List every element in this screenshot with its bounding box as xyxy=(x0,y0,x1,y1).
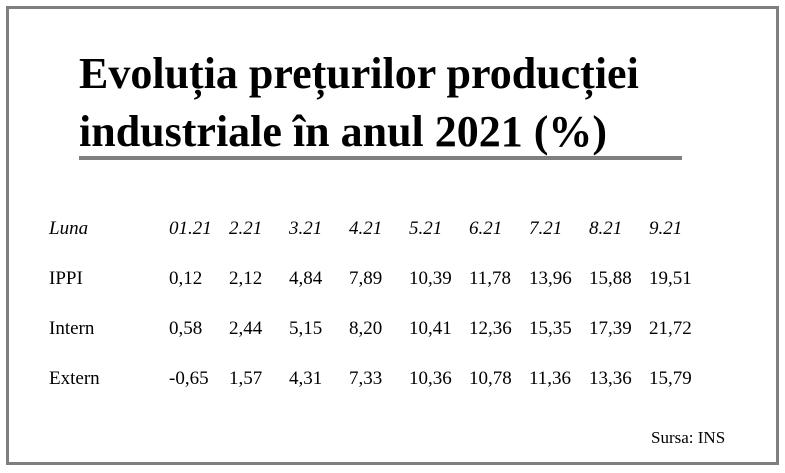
header-month: 7.21 xyxy=(529,218,563,239)
table-cell: 2,44 xyxy=(229,318,263,339)
table-cell: 19,51 xyxy=(649,268,692,289)
table-cell: 10,36 xyxy=(409,368,452,389)
header-month: 01.21 xyxy=(169,218,212,239)
header-month: 2.21 xyxy=(229,218,263,239)
row-label: Extern xyxy=(49,368,100,389)
table-cell: 7,89 xyxy=(349,268,383,289)
source-note: Sursa: INS xyxy=(651,428,726,447)
header-month: 5.21 xyxy=(409,218,443,239)
row-label: IPPI xyxy=(49,268,83,289)
table-cell: 11,36 xyxy=(529,368,572,389)
row-label: Intern xyxy=(49,318,95,339)
slide-frame: Evoluția prețurilor producției industria… xyxy=(6,6,779,465)
table-cell: 5,15 xyxy=(289,318,323,339)
table-cell: 10,39 xyxy=(409,268,452,289)
table-cell: 10,78 xyxy=(469,368,512,389)
table-cell: 15,79 xyxy=(649,368,692,389)
title-line-2: industriale în anul 2021 (%) xyxy=(79,107,608,156)
table-cell: 8,20 xyxy=(349,318,383,339)
table-cell: 4,84 xyxy=(289,268,323,289)
page-title: Evoluția prețurilor producției industria… xyxy=(79,45,639,161)
price-index-table: Luna 01.21 2.21 3.21 4.21 5.21 6.21 7.21… xyxy=(49,204,709,404)
table-cell: 15,35 xyxy=(529,318,572,339)
table-cell: 10,41 xyxy=(409,318,452,339)
table-cell: 21,72 xyxy=(649,318,692,339)
table-row-intern: Intern 0,58 2,44 5,15 8,20 10,41 12,36 1… xyxy=(49,304,709,354)
table-cell: 17,39 xyxy=(589,318,632,339)
header-month: 4.21 xyxy=(349,218,383,239)
table-cell: -0,65 xyxy=(169,368,209,389)
table-row-ippi: IPPI 0,12 2,12 4,84 7,89 10,39 11,78 13,… xyxy=(49,254,709,304)
table-header-row: Luna 01.21 2.21 3.21 4.21 5.21 6.21 7.21… xyxy=(49,204,709,254)
table-cell: 13,36 xyxy=(589,368,632,389)
table-cell: 0,12 xyxy=(169,268,203,289)
table-cell: 0,58 xyxy=(169,318,203,339)
title-underline xyxy=(79,156,682,160)
header-month: 8.21 xyxy=(589,218,623,239)
table-cell: 13,96 xyxy=(529,268,572,289)
title-line-1: Evoluția prețurilor producției xyxy=(79,49,639,98)
table-cell: 2,12 xyxy=(229,268,263,289)
header-month: 9.21 xyxy=(649,218,683,239)
table-cell: 7,33 xyxy=(349,368,383,389)
table-row-extern: Extern -0,65 1,57 4,31 7,33 10,36 10,78 … xyxy=(49,354,709,404)
table-cell: 1,57 xyxy=(229,368,263,389)
table-cell: 4,31 xyxy=(289,368,323,389)
table-cell: 11,78 xyxy=(469,268,512,289)
table-cell: 12,36 xyxy=(469,318,512,339)
table-cell: 15,88 xyxy=(589,268,632,289)
header-month: 6.21 xyxy=(469,218,503,239)
header-month: 3.21 xyxy=(289,218,323,239)
header-label: Luna xyxy=(49,218,89,239)
